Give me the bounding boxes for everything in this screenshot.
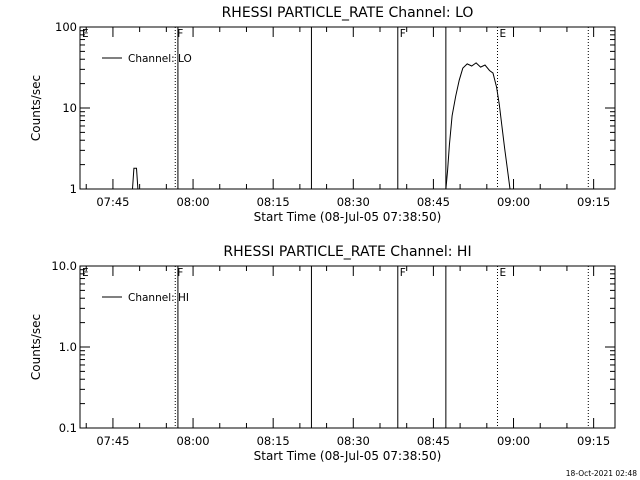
y-tick-label: 1.0 (59, 340, 77, 354)
chart-title: RHESSI PARTICLE_RATE Channel: LO (222, 5, 474, 21)
x-tick-label: 07:45 (96, 434, 129, 448)
x-tick-label: 08:15 (257, 195, 290, 209)
x-tick-label: 09:15 (577, 195, 610, 209)
event-marker-label: F (400, 28, 406, 40)
y-axis-label: Counts/sec (29, 75, 43, 141)
legend-label: Channel: HI (128, 292, 189, 304)
footer-timestamp: 18-Oct-2021 02:48 (566, 469, 637, 478)
x-axis-label: Start Time (08-Jul-05 07:38:50) (254, 449, 442, 463)
x-tick-label: 08:45 (417, 195, 450, 209)
chart-panels: RHESSI PARTICLE_RATE Channel: LO 1 10 100 Co… (29, 5, 616, 463)
x-tick-label: 08:00 (176, 434, 209, 448)
y-tick-label: 10 (62, 101, 77, 115)
event-marker-label: F (177, 28, 183, 40)
y-tick-label: 1 (70, 182, 77, 196)
y-tick-label: 10.0 (51, 259, 77, 273)
event-marker-label: E (499, 28, 506, 40)
legend-label: Channel: LO (128, 53, 192, 65)
x-tick-label: 08:15 (257, 434, 290, 448)
chart-panel-1: RHESSI PARTICLE_RATE Channel: LO 1 10 100 Co… (29, 5, 616, 224)
event-marker-label: E (82, 28, 89, 40)
y-tick-label: 0.1 (59, 421, 77, 435)
event-marker-label: E (82, 267, 89, 279)
event-marker-label: F (400, 267, 406, 279)
x-tick-label: 09:00 (497, 195, 530, 209)
x-tick-label: 08:45 (417, 434, 450, 448)
series-line (132, 62, 511, 190)
x-tick-label: 07:45 (96, 195, 129, 209)
x-tick-label: 08:30 (337, 434, 370, 448)
y-axis-label: Counts/sec (29, 314, 43, 380)
chart-title: RHESSI PARTICLE_RATE Channel: HI (223, 244, 471, 260)
x-tick-label: 08:00 (176, 195, 209, 209)
event-marker-label: E (499, 267, 506, 279)
event-marker-label: F (177, 267, 183, 279)
x-tick-label: 09:00 (497, 434, 530, 448)
x-tick-label: 08:30 (337, 195, 370, 209)
x-tick-label: 09:15 (577, 434, 610, 448)
chart-panel-2: RHESSI PARTICLE_RATE Channel: HI 0.1 1.0 10… (29, 244, 616, 463)
x-axis-label: Start Time (08-Jul-05 07:38:50) (254, 210, 442, 224)
y-tick-label: 100 (55, 20, 77, 34)
